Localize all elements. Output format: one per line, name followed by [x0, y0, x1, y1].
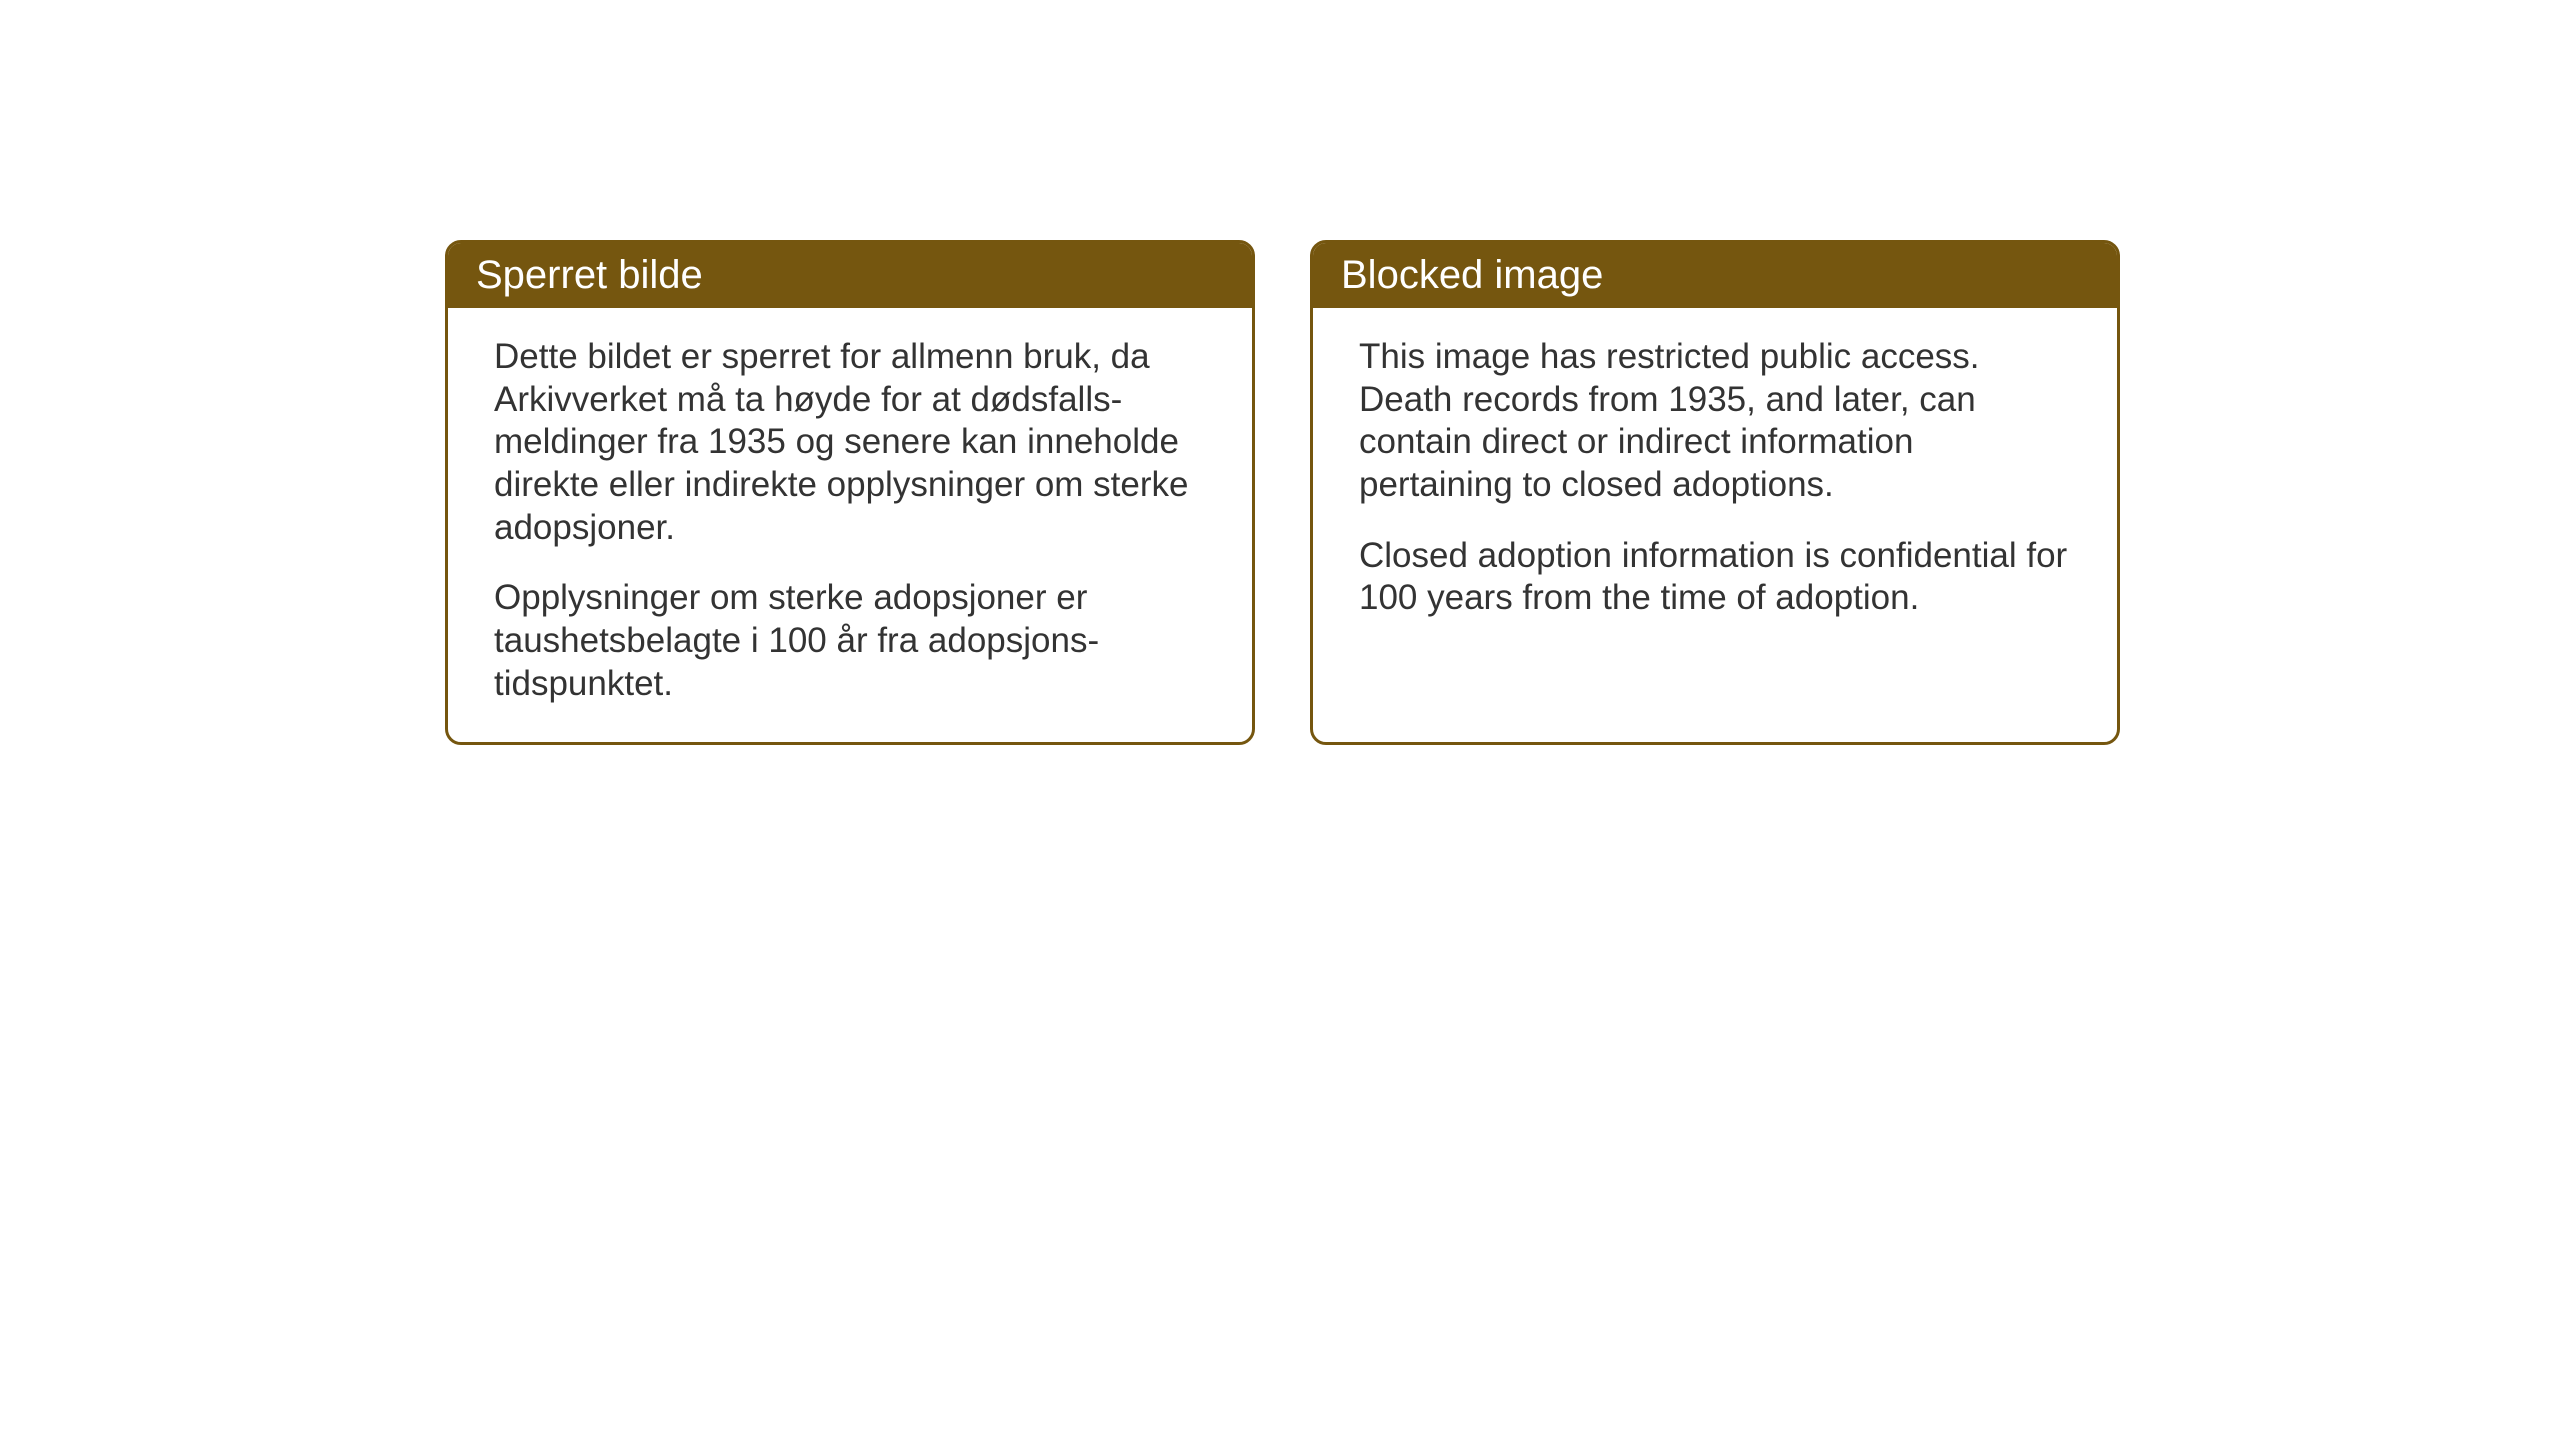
card-norwegian: Sperret bilde Dette bildet er sperret fo…	[445, 240, 1255, 745]
card-paragraph-1-english: This image has restricted public access.…	[1359, 336, 2071, 507]
cards-container: Sperret bilde Dette bildet er sperret fo…	[445, 240, 2120, 745]
card-header-norwegian: Sperret bilde	[448, 243, 1252, 308]
card-body-english: This image has restricted public access.…	[1313, 308, 2117, 656]
card-paragraph-1-norwegian: Dette bildet er sperret for allmenn bruk…	[494, 336, 1206, 549]
card-title-english: Blocked image	[1341, 253, 1603, 297]
card-paragraph-2-english: Closed adoption information is confident…	[1359, 535, 2071, 620]
card-body-norwegian: Dette bildet er sperret for allmenn bruk…	[448, 308, 1252, 742]
card-title-norwegian: Sperret bilde	[476, 253, 703, 297]
card-paragraph-2-norwegian: Opplysninger om sterke adopsjoner er tau…	[494, 577, 1206, 705]
card-header-english: Blocked image	[1313, 243, 2117, 308]
card-english: Blocked image This image has restricted …	[1310, 240, 2120, 745]
